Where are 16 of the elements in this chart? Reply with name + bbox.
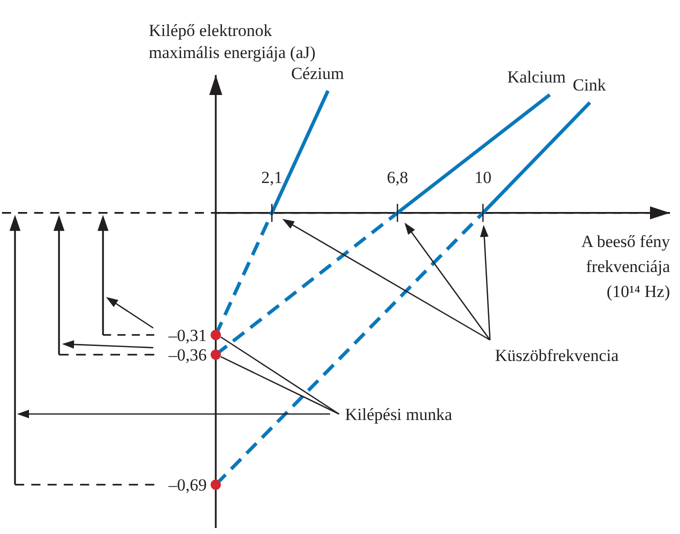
x-tick-label: 10 bbox=[474, 168, 492, 187]
point bbox=[210, 349, 221, 360]
annotation: Küszöbfrekvencia bbox=[495, 346, 620, 365]
series-label: Kalcium bbox=[507, 68, 566, 87]
y-tick-label: –0,36 bbox=[168, 346, 207, 365]
y-tick-label: –0,69 bbox=[168, 476, 207, 495]
x-axis-title: A beeső fény frekvenciája (10¹⁴ Hz) bbox=[581, 232, 670, 301]
annotation: Kilépési munka bbox=[345, 405, 453, 424]
point bbox=[210, 330, 221, 340]
y-axis-title: Kilépő elektronok maximális energiája (aJ) bbox=[148, 21, 316, 62]
series-label: Cézium bbox=[291, 64, 344, 83]
x-tick-label: 6,8 bbox=[386, 168, 408, 187]
series-label: Cink bbox=[572, 76, 606, 95]
x-tick-label: 2,1 bbox=[261, 168, 282, 187]
point bbox=[210, 479, 221, 490]
y-tick-label: –0,31 bbox=[168, 326, 207, 345]
